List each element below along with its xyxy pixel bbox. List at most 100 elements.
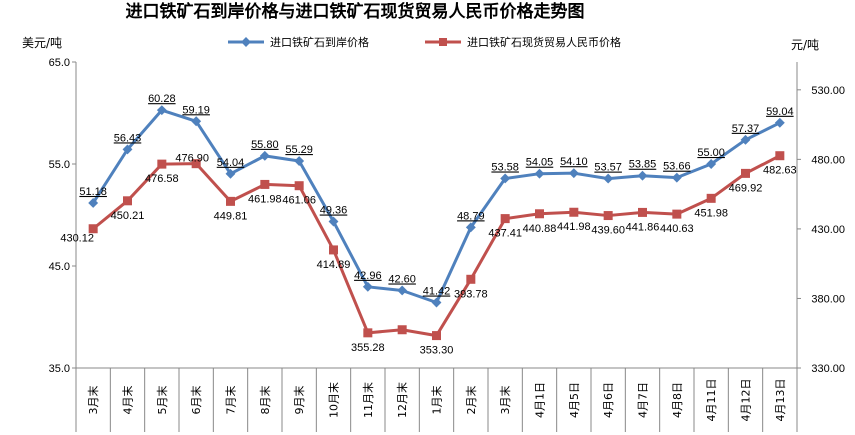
cif-price-data-label: 57.37 xyxy=(732,123,760,135)
cif-price-point xyxy=(740,134,751,145)
rmb-price-data-label: 430.12 xyxy=(60,233,94,245)
x-axis-category-label: 4月1日 xyxy=(534,382,547,418)
series-line-cif-price xyxy=(91,108,781,305)
legend-marker-1 xyxy=(241,37,251,47)
x-axis-category-label: 8月末 xyxy=(258,386,272,415)
left-axis-tick-label: 35.0 xyxy=(49,363,70,375)
left-axis-tick-label: 45.0 xyxy=(49,261,70,273)
cif-price-point xyxy=(259,150,270,161)
x-axis-category-label: 2月末 xyxy=(464,386,478,415)
legend-marker-2 xyxy=(439,38,447,46)
cif-price-data-label: 42.96 xyxy=(354,270,382,282)
rmb-price-point xyxy=(741,168,750,178)
rmb-price-point xyxy=(226,196,235,206)
rmb-price-point xyxy=(706,193,716,203)
series-line-rmb-price xyxy=(92,154,781,338)
cif-price-point xyxy=(465,222,476,233)
series-layer xyxy=(88,105,785,341)
rmb-price-data-label: 440.88 xyxy=(523,223,557,235)
left-axis-tick-label: 55.0 xyxy=(49,159,70,171)
cif-price-point xyxy=(500,173,511,184)
right-axis-unit: 元/吨 xyxy=(791,38,819,52)
rmb-price-data-label: 450.21 xyxy=(111,210,145,222)
cif-price-point xyxy=(534,168,545,179)
rmb-price-data-label: 440.63 xyxy=(660,223,694,235)
cif-price-data-label: 59.19 xyxy=(182,104,210,116)
x-axis-category-label: 5月末 xyxy=(155,386,169,415)
cif-price-data-label: 53.57 xyxy=(594,162,622,174)
x-axis-category-label: 3月末 xyxy=(498,385,512,414)
right-axis-tick-label: 480.00 xyxy=(811,154,845,166)
cif-price-point xyxy=(671,172,682,183)
rmb-price-point xyxy=(466,274,476,284)
rmb-price-data-label: 437.41 xyxy=(488,228,522,240)
chart-title: 进口铁矿石到岸价格与进口铁矿石现货贸易人民币价格走势图 xyxy=(126,1,585,22)
right-axis-tick-label: 380.00 xyxy=(811,293,845,305)
cif-price-data-label: 55.29 xyxy=(285,144,313,156)
right-axis-tick-label: 530.00 xyxy=(811,85,845,97)
rmb-price-data-label: 414.89 xyxy=(317,259,351,271)
x-axis-category-label: 4月末 xyxy=(121,386,135,415)
rmb-price-data-label: 461.06 xyxy=(282,195,316,207)
x-axis-category-label: 3月末 xyxy=(86,386,100,415)
rmb-price-point xyxy=(569,207,579,217)
cif-price-point xyxy=(225,168,236,179)
rmb-price-data-label: 393.78 xyxy=(454,288,488,300)
rmb-price-point xyxy=(88,224,98,234)
cif-price-data-label: 60.28 xyxy=(148,93,176,105)
cif-price-data-label: 49.36 xyxy=(320,205,348,217)
right-axis-tick-label: 430.00 xyxy=(811,224,845,236)
cif-price-data-label: 54.10 xyxy=(560,156,588,168)
cif-price-data-label: 41.42 xyxy=(423,286,451,298)
x-axis-category-label: 11月末 xyxy=(361,382,375,418)
rmb-price-point xyxy=(397,325,407,335)
cif-price-point xyxy=(706,159,717,169)
cif-price-point xyxy=(191,116,202,127)
cif-price-point xyxy=(362,281,373,292)
cif-price-data-label: 53.85 xyxy=(629,159,657,171)
rmb-price-point xyxy=(535,209,544,219)
cif-price-point xyxy=(294,156,305,166)
rmb-price-point xyxy=(603,211,613,221)
cif-price-point xyxy=(568,168,579,179)
x-axis-category-label: 4月5日 xyxy=(568,382,581,418)
x-axis-category-label: 1月末 xyxy=(430,386,444,415)
x-axis-category-label: 7月末 xyxy=(224,386,238,415)
rmb-price-point xyxy=(432,331,441,341)
cif-price-point xyxy=(156,105,167,116)
x-axis-category-label: 6月末 xyxy=(189,386,203,415)
legend-label-1: 进口铁矿石到岸价格 xyxy=(270,35,369,49)
cif-price-data-label: 54.05 xyxy=(526,157,554,169)
rmb-price-data-label: 441.98 xyxy=(557,221,591,233)
x-axis-category-label: 12月末 xyxy=(395,382,409,418)
rmb-price-data-label: 461.98 xyxy=(248,193,282,205)
x-axis-category-label: 4月13日 xyxy=(774,379,787,422)
cif-price-data-label: 55.00 xyxy=(697,147,725,159)
legend-label-2: 进口铁矿石现货贸易人民币价格 xyxy=(467,35,621,49)
cif-price-data-label: 53.66 xyxy=(663,161,691,173)
axes: 35.0 45.0 55.0 65.0 330.00 380.00 430.00 480.00… xyxy=(49,57,845,432)
x-axis-category-label: 4月8日 xyxy=(671,382,684,418)
rmb-price-point xyxy=(500,214,510,224)
rmb-price-data-label: 355.28 xyxy=(351,342,385,354)
rmb-price-point xyxy=(775,151,785,161)
right-axis-tick-label: 330.00 xyxy=(811,363,845,375)
cif-price-data-label: 42.60 xyxy=(388,273,416,285)
data-labels-layer: 51.18 56.43 60.28 59.19 54.04 55.80 55.29 49.36… xyxy=(60,93,796,356)
cif-price-data-label: 56.43 xyxy=(114,132,142,144)
cif-price-point xyxy=(88,198,99,208)
rmb-price-point xyxy=(638,207,647,217)
x-axis-category-label: 9月末 xyxy=(292,386,306,415)
cif-price-point xyxy=(774,117,785,128)
rmb-price-data-label: 353.30 xyxy=(420,345,454,357)
left-axis-tick-label: 65.0 xyxy=(49,57,70,69)
cif-price-point xyxy=(637,170,648,181)
rmb-price-data-label: 449.81 xyxy=(214,210,248,222)
rmb-price-data-label: 476.90 xyxy=(175,153,209,165)
rmb-price-point xyxy=(294,181,304,191)
x-axis-category-label: 4月12日 xyxy=(740,379,753,422)
cif-price-point xyxy=(397,285,408,296)
rmb-price-data-label: 469.92 xyxy=(729,182,763,194)
x-axis-category-label: 4月11日 xyxy=(705,379,718,422)
